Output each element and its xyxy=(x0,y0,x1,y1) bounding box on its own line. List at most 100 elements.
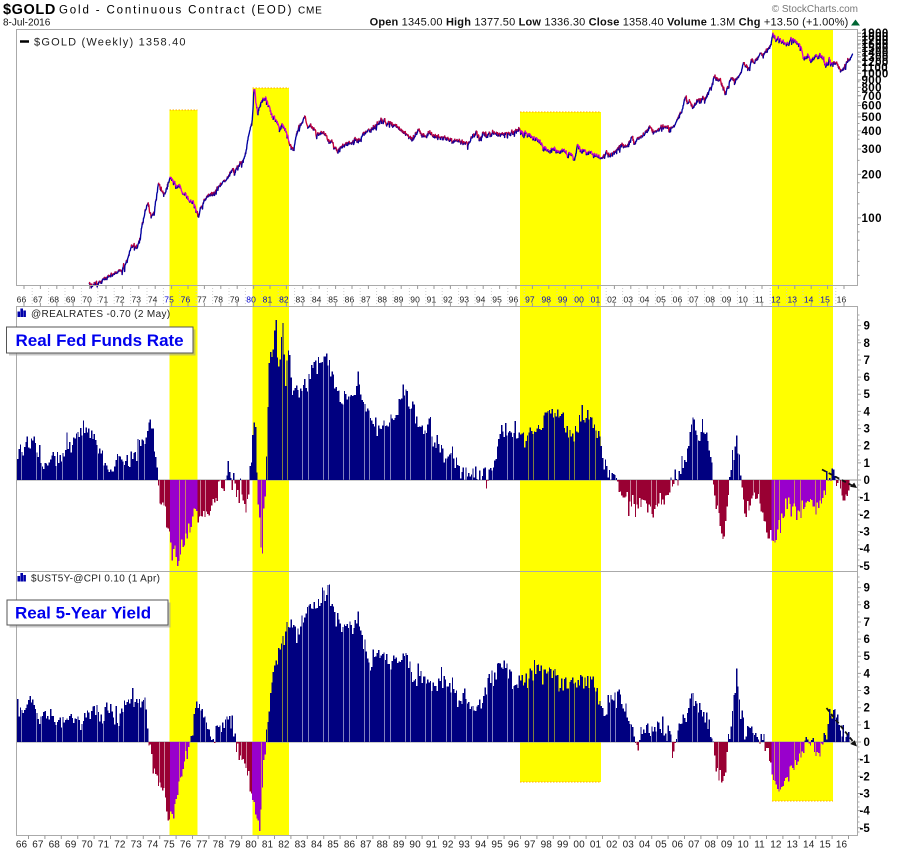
svg-text:9: 9 xyxy=(864,583,870,595)
svg-text:01: 01 xyxy=(591,295,601,305)
svg-text:93: 93 xyxy=(459,840,471,851)
svg-text:79: 79 xyxy=(230,295,240,305)
svg-text:96: 96 xyxy=(509,295,519,305)
svg-text:70: 70 xyxy=(82,295,92,305)
svg-text:97: 97 xyxy=(524,840,536,851)
svg-text:98: 98 xyxy=(541,840,553,851)
svg-text:84: 84 xyxy=(311,840,323,851)
svg-text:1500: 1500 xyxy=(862,43,889,55)
svg-text:07: 07 xyxy=(689,295,699,305)
svg-text:8: 8 xyxy=(864,338,871,350)
svg-text:76: 76 xyxy=(181,295,191,305)
svg-text:-4: -4 xyxy=(860,806,871,818)
svg-text:16: 16 xyxy=(836,840,848,851)
svg-text:74: 74 xyxy=(147,840,159,851)
svg-text:@REALRATES -0.70 (2 May): @REALRATES -0.70 (2 May) xyxy=(31,309,171,320)
svg-text:87: 87 xyxy=(360,840,372,851)
svg-text:94: 94 xyxy=(475,840,487,851)
svg-text:14: 14 xyxy=(804,295,814,305)
svg-text:Open 1345.00 High 1377.50 Low: Open 1345.00 High 1377.50 Low 1336.30 Cl… xyxy=(370,17,849,29)
svg-text:71: 71 xyxy=(98,840,110,851)
svg-text:4: 4 xyxy=(864,406,871,418)
svg-text:1: 1 xyxy=(864,720,871,732)
svg-text:70: 70 xyxy=(81,840,93,851)
svg-text:08: 08 xyxy=(705,840,717,851)
svg-text:$GOLD (Weekly) 1358.40: $GOLD (Weekly) 1358.40 xyxy=(34,37,187,49)
svg-text:-4: -4 xyxy=(860,544,871,556)
svg-text:81: 81 xyxy=(263,295,273,305)
svg-text:2: 2 xyxy=(864,441,870,453)
svg-text:97: 97 xyxy=(525,295,535,305)
svg-text:78: 78 xyxy=(213,840,225,851)
svg-text:1: 1 xyxy=(864,458,871,470)
svg-text:9: 9 xyxy=(864,321,870,333)
svg-text:8-Jul-2016: 8-Jul-2016 xyxy=(3,18,51,29)
svg-text:-1: -1 xyxy=(860,492,871,504)
svg-text:72: 72 xyxy=(115,295,125,305)
svg-text:-2: -2 xyxy=(860,509,870,521)
svg-text:73: 73 xyxy=(131,840,143,851)
svg-text:3: 3 xyxy=(864,686,870,698)
svg-text:98: 98 xyxy=(541,295,551,305)
svg-text:15: 15 xyxy=(819,840,831,851)
svg-text:1900: 1900 xyxy=(862,28,889,40)
svg-text:68: 68 xyxy=(49,295,59,305)
svg-text:© StockCharts.com: © StockCharts.com xyxy=(772,4,858,15)
svg-text:78: 78 xyxy=(213,295,223,305)
svg-text:100: 100 xyxy=(862,213,882,225)
svg-text:13: 13 xyxy=(787,840,799,851)
svg-text:79: 79 xyxy=(229,840,241,851)
svg-text:76: 76 xyxy=(180,840,192,851)
svg-text:8: 8 xyxy=(864,600,871,612)
svg-text:00: 00 xyxy=(574,295,584,305)
svg-text:85: 85 xyxy=(328,295,338,305)
svg-text:67: 67 xyxy=(32,840,44,851)
svg-text:09: 09 xyxy=(722,295,732,305)
svg-text:92: 92 xyxy=(442,840,454,851)
svg-text:1300: 1300 xyxy=(862,52,889,64)
svg-text:-1: -1 xyxy=(860,754,871,766)
svg-text:94: 94 xyxy=(476,295,486,305)
svg-text:Gold - Continuous Contract (EO: Gold - Continuous Contract (EOD) xyxy=(59,5,293,17)
svg-text:86: 86 xyxy=(344,840,356,851)
svg-text:04: 04 xyxy=(639,840,651,851)
svg-text:0: 0 xyxy=(864,737,870,749)
svg-text:69: 69 xyxy=(65,840,77,851)
svg-text:67: 67 xyxy=(33,295,43,305)
svg-text:1000: 1000 xyxy=(862,68,889,80)
svg-text:400: 400 xyxy=(862,126,882,138)
svg-text:91: 91 xyxy=(426,840,438,851)
svg-text:03: 03 xyxy=(623,840,635,851)
svg-text:96: 96 xyxy=(508,840,520,851)
svg-text:-3: -3 xyxy=(860,527,870,539)
svg-text:7: 7 xyxy=(864,355,870,367)
svg-text:09: 09 xyxy=(721,840,733,851)
svg-text:87: 87 xyxy=(361,295,371,305)
svg-text:1600: 1600 xyxy=(862,39,889,51)
svg-text:-5: -5 xyxy=(860,561,871,573)
svg-text:700: 700 xyxy=(862,91,882,103)
svg-text:71: 71 xyxy=(99,295,109,305)
svg-text:75: 75 xyxy=(164,295,174,305)
svg-text:86: 86 xyxy=(345,295,355,305)
svg-text:02: 02 xyxy=(607,295,617,305)
svg-text:88: 88 xyxy=(377,840,389,851)
svg-text:90: 90 xyxy=(410,295,420,305)
svg-text:Real Fed Funds Rate: Real Fed Funds Rate xyxy=(16,331,184,350)
svg-text:5: 5 xyxy=(864,651,871,663)
svg-text:1100: 1100 xyxy=(862,62,889,74)
svg-text:2: 2 xyxy=(864,703,870,715)
svg-text:1700: 1700 xyxy=(862,35,889,47)
svg-text:-5: -5 xyxy=(860,823,871,835)
svg-text:05: 05 xyxy=(656,295,666,305)
svg-text:1400: 1400 xyxy=(862,47,889,59)
svg-text:99: 99 xyxy=(557,840,569,851)
svg-text:82: 82 xyxy=(278,840,290,851)
svg-text:0: 0 xyxy=(864,475,870,487)
svg-text:07: 07 xyxy=(688,840,700,851)
svg-text:90: 90 xyxy=(409,840,421,851)
svg-text:01: 01 xyxy=(590,840,602,851)
svg-text:69: 69 xyxy=(66,295,76,305)
svg-text:72: 72 xyxy=(114,840,126,851)
svg-text:00: 00 xyxy=(573,840,585,851)
